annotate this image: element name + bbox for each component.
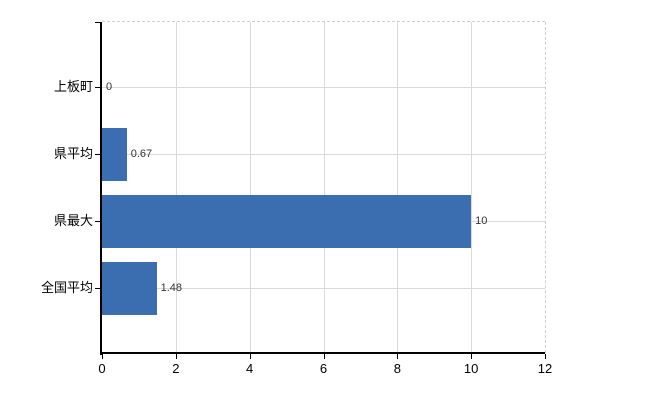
x-axis-tick-label: 4 [246, 361, 254, 376]
x-axis-tick-label: 2 [172, 361, 180, 376]
plot-border-top [102, 21, 545, 22]
y-axis-label: 県平均 [53, 146, 93, 161]
x-axis-line [100, 352, 545, 354]
bar-value-label: 1.48 [160, 282, 183, 294]
y-axis-label: 全国平均 [40, 280, 93, 295]
gridline-horizontal [102, 288, 545, 289]
gridline-vertical [175, 22, 177, 353]
x-axis-tick [323, 354, 325, 359]
y-axis-tick [95, 87, 102, 88]
bar-value-label: 0 [106, 81, 113, 93]
gridline-vertical [323, 22, 325, 353]
x-axis-tick-label: 8 [393, 361, 401, 376]
bar [102, 261, 157, 315]
bar-value-label: 10 [475, 215, 488, 227]
x-axis-tick-label: 12 [537, 361, 553, 376]
x-axis-tick [102, 354, 103, 359]
plot-border-right [545, 22, 546, 353]
x-axis-tick [397, 354, 399, 359]
y-axis-line [100, 22, 102, 355]
gridline-horizontal [102, 154, 545, 155]
x-axis-tick [249, 354, 251, 359]
gridline-horizontal [102, 87, 545, 88]
x-axis-tick-label: 6 [319, 361, 328, 376]
gridline-vertical [471, 22, 473, 353]
bar-value-label: 0.67 [130, 148, 153, 160]
y-axis-label: 上板町 [53, 79, 93, 94]
y-axis-tick [95, 221, 102, 222]
bar [102, 127, 127, 181]
y-axis-label: 県最大 [53, 213, 93, 228]
gridline-vertical [397, 22, 399, 353]
x-axis-tick [175, 354, 177, 359]
gridline-vertical [249, 22, 251, 353]
x-axis-tick-label: 10 [463, 361, 479, 376]
y-axis-tick [95, 154, 102, 155]
bar [102, 194, 472, 248]
x-axis-tick-label: 0 [98, 361, 106, 376]
x-axis-tick [471, 354, 473, 359]
x-axis-tick [545, 354, 546, 359]
y-axis-tick [95, 288, 102, 289]
y-axis-tick [95, 22, 102, 23]
